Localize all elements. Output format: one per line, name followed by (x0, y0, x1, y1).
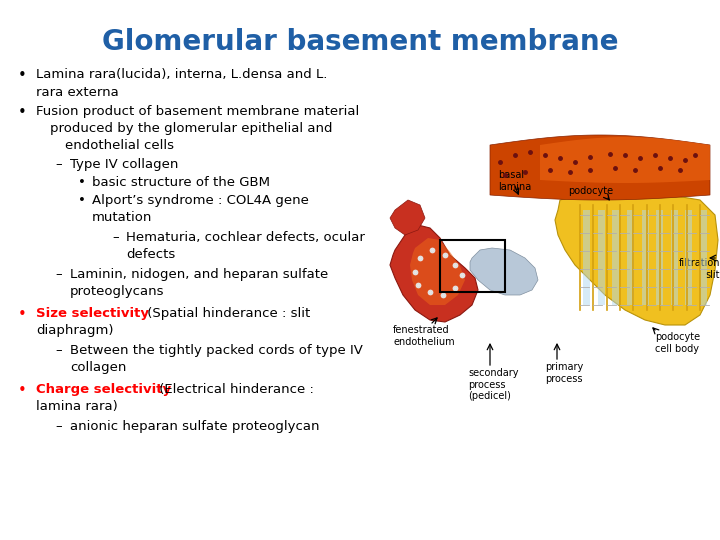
Text: –: – (55, 268, 62, 281)
Text: fenestrated
endothelium: fenestrated endothelium (393, 325, 454, 347)
Polygon shape (555, 192, 718, 325)
Polygon shape (390, 225, 478, 322)
Text: –: – (112, 231, 119, 244)
Text: –: – (55, 344, 62, 357)
Text: Charge selectivity: Charge selectivity (36, 383, 171, 396)
Text: endothelial cells: endothelial cells (65, 139, 174, 152)
Polygon shape (540, 137, 710, 183)
Text: –: – (55, 420, 62, 433)
Text: (Spatial hinderance : slit: (Spatial hinderance : slit (143, 307, 310, 320)
Text: –: – (55, 158, 62, 171)
Text: •: • (18, 383, 27, 398)
Bar (612, 210, 619, 305)
Text: Laminin, nidogen, and heparan sulfate: Laminin, nidogen, and heparan sulfate (70, 268, 328, 281)
Text: filtration
slit: filtration slit (678, 258, 720, 280)
Bar (656, 210, 663, 305)
Text: anionic heparan sulfate proteoglycan: anionic heparan sulfate proteoglycan (70, 420, 320, 433)
Bar (627, 210, 634, 305)
Polygon shape (470, 248, 538, 295)
Text: (Electrical hinderance :: (Electrical hinderance : (155, 383, 314, 396)
Bar (685, 210, 693, 305)
Text: podocyte: podocyte (568, 186, 613, 196)
Text: defects: defects (126, 248, 175, 261)
Text: •: • (78, 176, 86, 189)
Text: •: • (18, 105, 27, 120)
Text: collagen: collagen (70, 361, 127, 374)
Bar (440, 240, 505, 292)
Polygon shape (490, 135, 710, 200)
Polygon shape (390, 200, 425, 235)
Text: Alport’s syndrome : COL4A gene: Alport’s syndrome : COL4A gene (92, 194, 309, 207)
Text: Fusion product of basement membrane material: Fusion product of basement membrane mate… (36, 105, 359, 118)
Text: Glomerular basement membrane: Glomerular basement membrane (102, 28, 618, 56)
Text: •: • (18, 68, 27, 83)
Text: Type IV collagen: Type IV collagen (70, 158, 179, 171)
Text: diaphragm): diaphragm) (36, 324, 114, 337)
Text: Between the tightly packed cords of type IV: Between the tightly packed cords of type… (70, 344, 363, 357)
Text: primary
process: primary process (545, 362, 583, 383)
Text: •: • (18, 307, 27, 322)
Bar (583, 210, 590, 305)
Text: secondary
process
(pedicel): secondary process (pedicel) (468, 368, 518, 401)
Text: basal
lamina: basal lamina (498, 170, 531, 192)
Bar (700, 210, 707, 305)
Bar (642, 210, 649, 305)
Text: rara externa: rara externa (36, 86, 119, 99)
Bar (671, 210, 678, 305)
Text: basic structure of the GBM: basic structure of the GBM (92, 176, 270, 189)
Text: proteoglycans: proteoglycans (70, 285, 164, 298)
Text: •: • (78, 194, 86, 207)
Polygon shape (410, 238, 465, 305)
Text: Size selectivity: Size selectivity (36, 307, 149, 320)
Text: Hematuria, cochlear defects, ocular: Hematuria, cochlear defects, ocular (126, 231, 365, 244)
Text: podocyte
cell body: podocyte cell body (655, 332, 700, 354)
Text: mutation: mutation (92, 211, 153, 224)
Text: produced by the glomerular epithelial and: produced by the glomerular epithelial an… (50, 122, 333, 135)
Text: Lamina rara(lucida), interna, L.densa and L.: Lamina rara(lucida), interna, L.densa an… (36, 68, 328, 81)
Text: lamina rara): lamina rara) (36, 400, 118, 413)
Bar (598, 210, 605, 305)
